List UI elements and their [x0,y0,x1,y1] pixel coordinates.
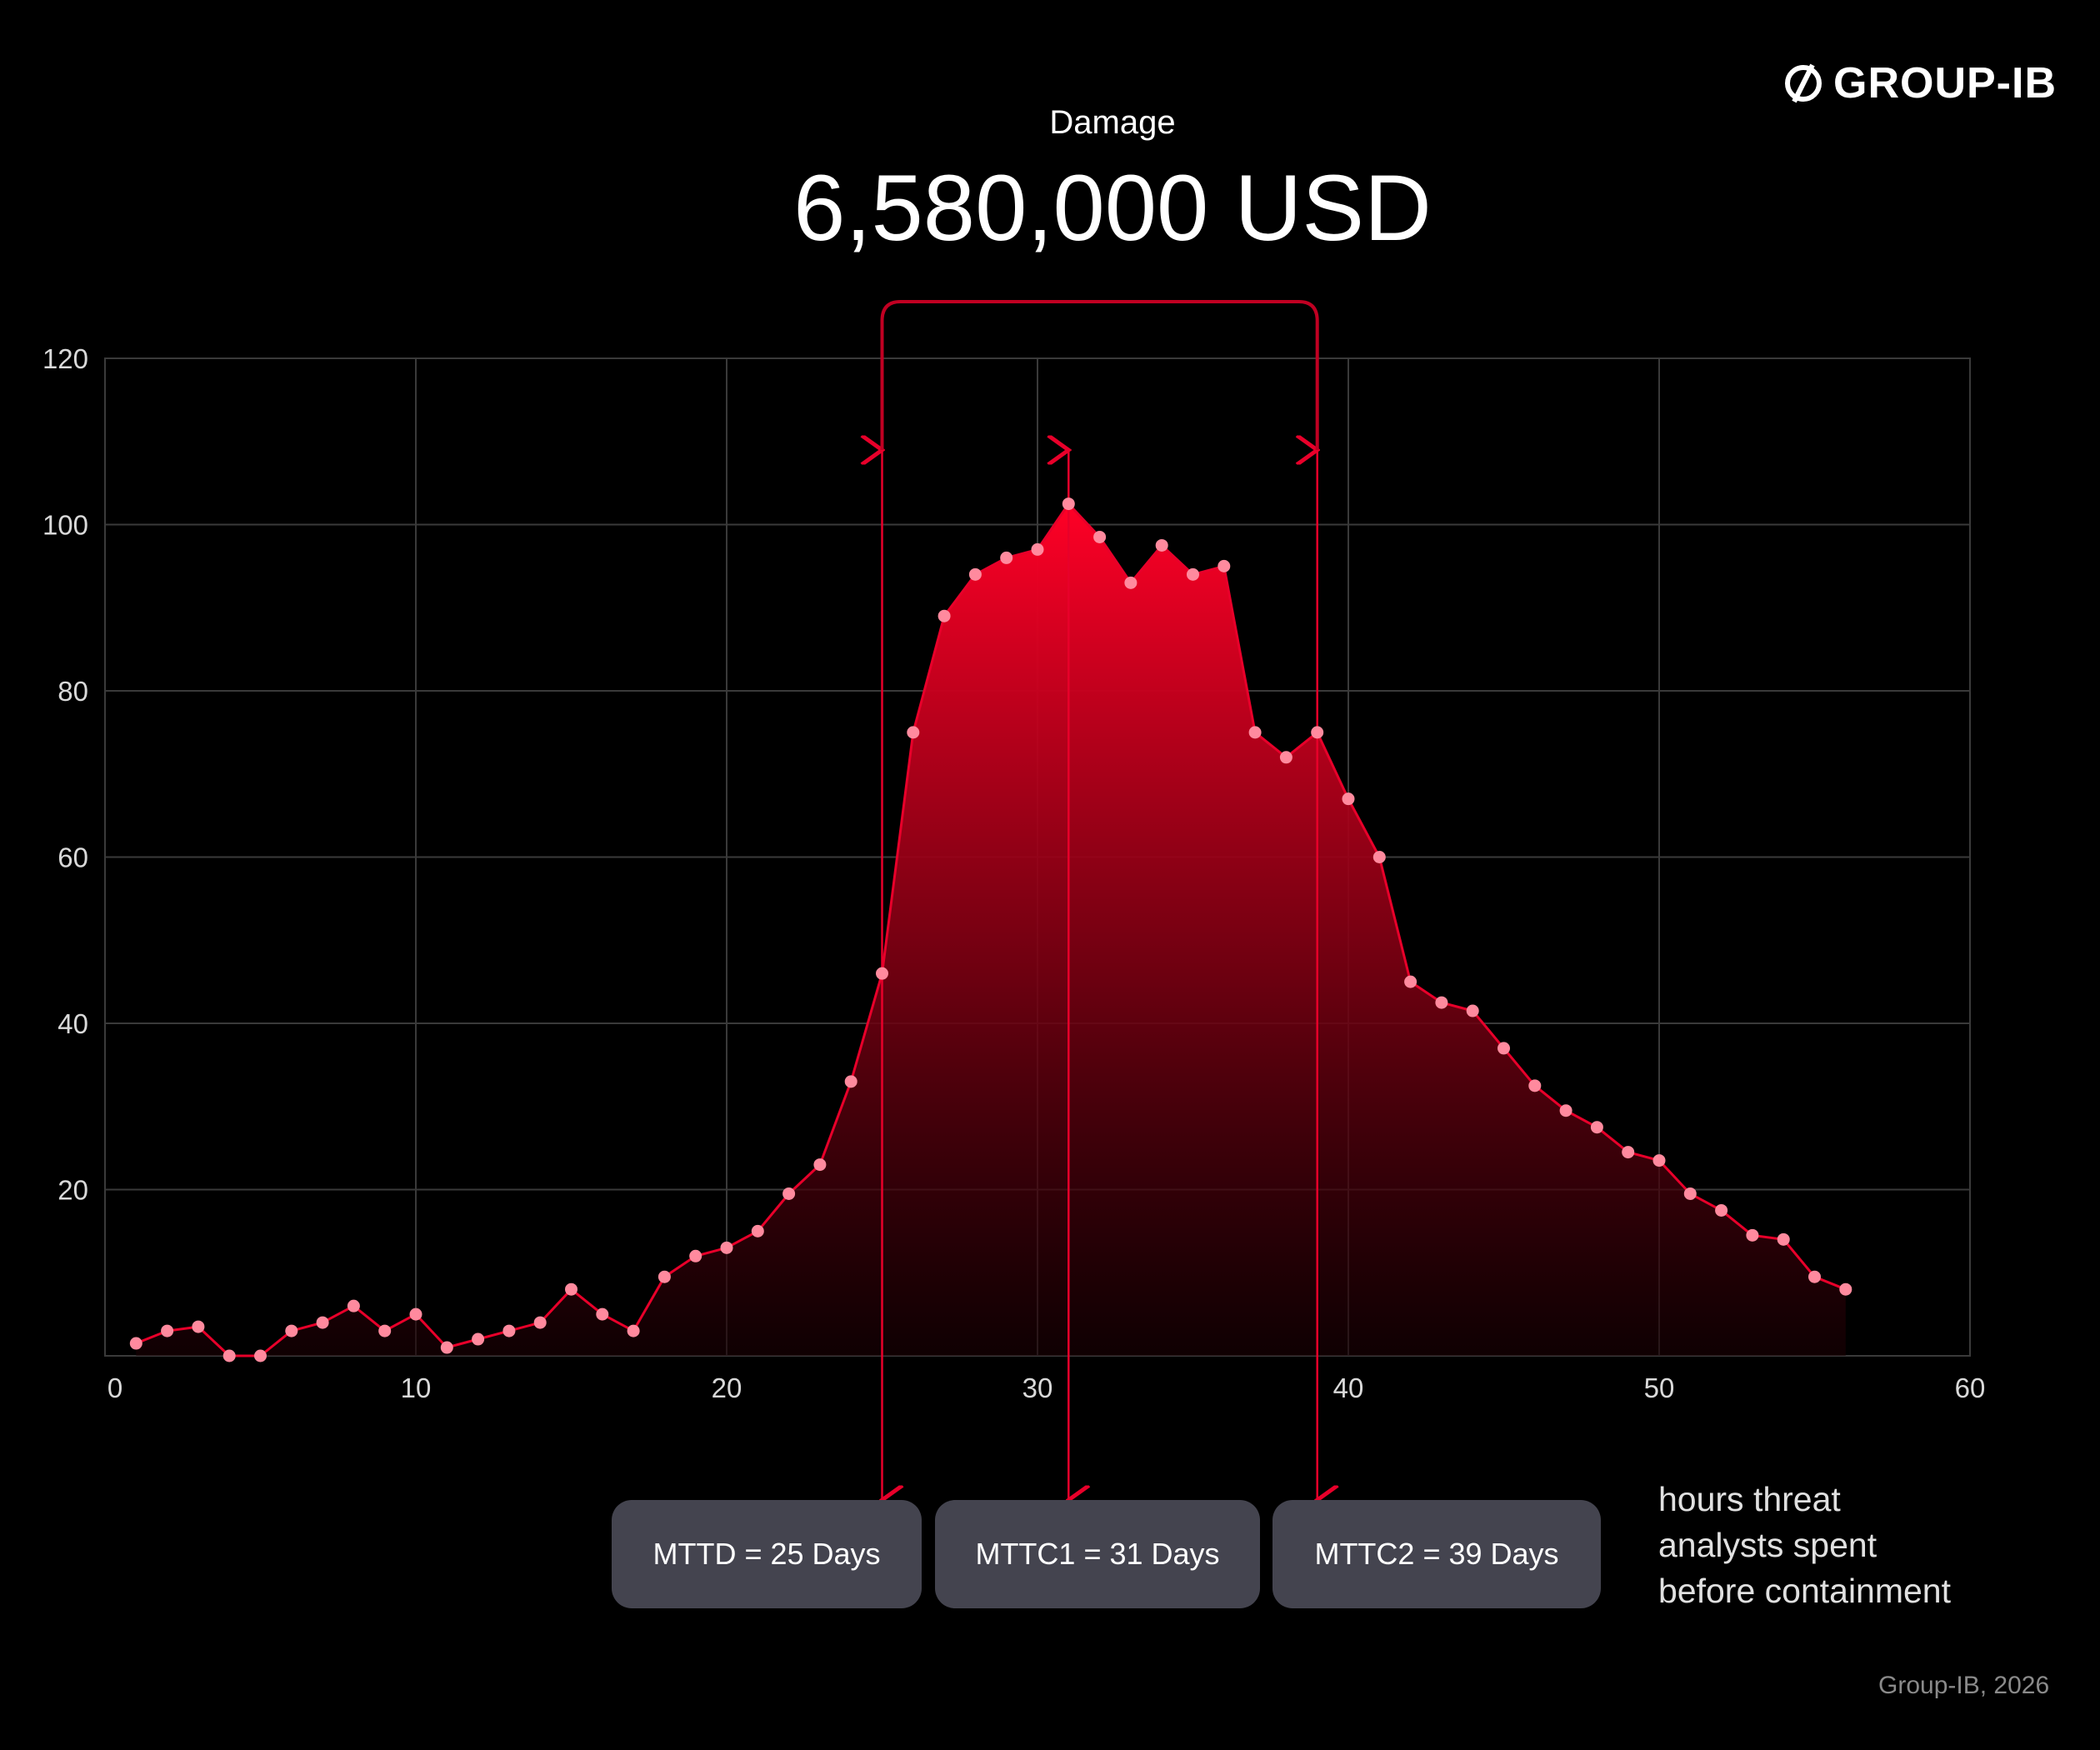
mttc2-badge: MTTC2 = 39 Days [1272,1500,1601,1608]
data-point [565,1282,578,1296]
data-point [720,1241,733,1254]
mttd-badge: MTTD = 25 Days [612,1500,922,1608]
data-point [1155,538,1168,552]
data-point [347,1299,360,1312]
data-point [1777,1232,1790,1246]
data-point [285,1324,298,1338]
data-point [1372,851,1386,863]
data-point [1124,576,1138,589]
data-point [627,1324,640,1338]
y-tick-label: 100 [42,510,88,541]
data-point [689,1249,702,1262]
data-point [161,1324,174,1338]
data-point [876,967,888,980]
x-tick-label: 50 [1644,1372,1675,1403]
data-point [1404,975,1418,988]
data-point [222,1349,236,1362]
data-point [1093,530,1107,543]
y-tick-label: 120 [42,343,88,374]
data-point [502,1324,516,1338]
data-point [192,1320,205,1333]
data-point [254,1349,267,1362]
data-point [1528,1079,1542,1092]
data-point [596,1308,609,1321]
data-point [813,1158,827,1172]
data-point [1746,1228,1759,1242]
damage-area [136,503,1846,1356]
note-line: hours threat [1658,1480,1841,1518]
data-point [968,568,982,581]
x-tick-label: 30 [1022,1372,1053,1403]
data-point [1248,726,1262,739]
data-point [751,1224,764,1238]
slashed-circle-icon [1785,63,1822,103]
data-point [1559,1104,1572,1118]
data-point [1279,751,1292,764]
data-point [472,1332,485,1346]
brand-name: GROUP-IB [1833,59,2057,108]
data-point [129,1337,142,1350]
data-point [533,1316,547,1329]
range-bracket [880,300,1319,450]
damage-line [135,502,1847,1358]
data-point [1000,551,1013,564]
data-point [1031,542,1044,556]
credit-text: Group-IB, 2026 [1878,1672,2050,1699]
data-point [1839,1282,1852,1296]
x-tick-label: 40 [1333,1372,1364,1403]
x-tick-label: 20 [712,1372,742,1403]
y-tick-label: 80 [58,676,88,707]
x-tick-label: 0 [108,1372,122,1403]
data-point [409,1308,422,1321]
mttc1-badge: MTTC1 = 31 Days [935,1500,1260,1608]
containment-note: hours threat analysts spent before conta… [1658,1477,1951,1614]
x-tick-label: 60 [1955,1372,1986,1403]
data-point [1590,1121,1603,1134]
data-point [1622,1146,1635,1159]
data-point [1187,568,1199,581]
data-point [844,1075,858,1088]
data-point [907,726,920,739]
data-point [658,1270,671,1283]
data-point [316,1316,329,1329]
data-point [1715,1203,1728,1217]
data-point [1311,726,1324,739]
brand-logo: GROUP-IB [1782,58,2057,108]
note-line: analysts spent [1658,1526,1878,1564]
data-point [1652,1154,1666,1168]
data-point [938,609,951,622]
damage-label: Damage [1049,104,1176,141]
y-tick-label: 60 [58,842,88,873]
data-point [1342,792,1355,806]
data-point [378,1324,392,1338]
data-point [1808,1270,1821,1283]
data-point [440,1341,453,1354]
damage-value: 6,580,000 USD [793,156,1432,260]
note-line: before containment [1658,1572,1952,1610]
data-point [1062,498,1075,511]
y-tick-label: 20 [58,1175,88,1206]
data-point [1218,559,1231,572]
data-point [1435,996,1448,1009]
data-point [782,1187,796,1200]
data-point [1466,1004,1479,1018]
x-tick-label: 10 [401,1372,432,1403]
y-tick-label: 40 [58,1008,88,1039]
data-point [1683,1187,1697,1200]
data-point [1498,1042,1510,1055]
